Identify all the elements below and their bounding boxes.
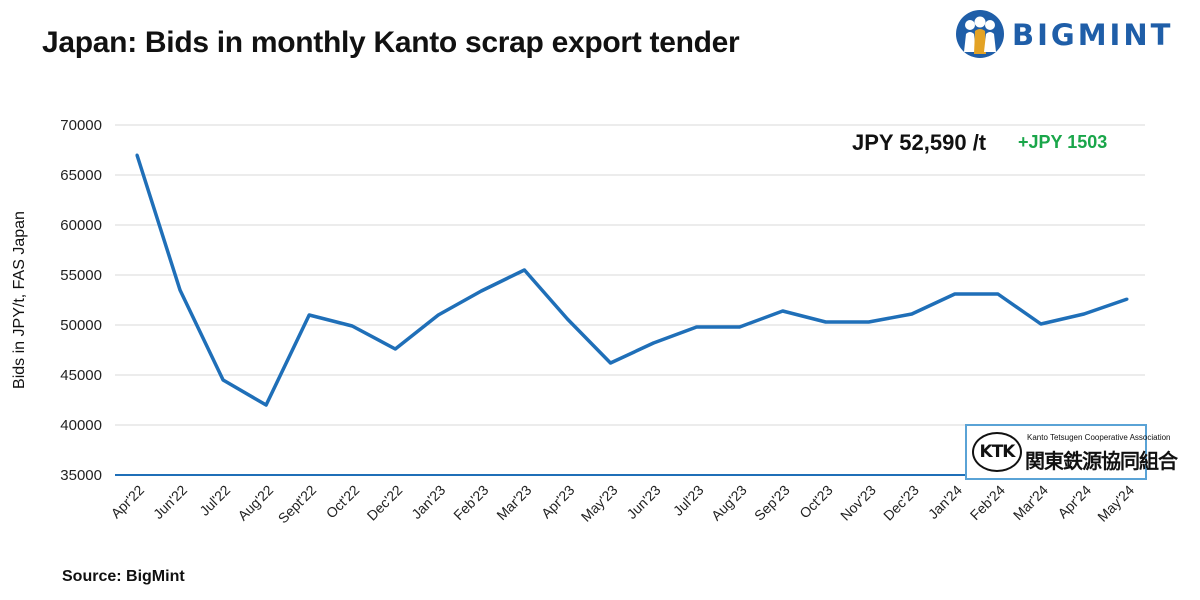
data-point [565,317,569,321]
x-tick-label: Mar'23 [493,482,534,523]
data-point [695,325,699,329]
x-tick-label: Jul'23 [670,482,707,519]
x-tick-label: Feb'24 [967,482,1008,523]
price-change: +JPY 1503 [1018,132,1108,152]
x-tick-label: Oct'22 [323,482,363,522]
x-tick-label: Aug'23 [708,482,750,524]
data-point [350,324,354,328]
y-tick-label: 50000 [60,317,102,334]
data-point [608,361,612,365]
data-point [824,320,828,324]
ktk-name-jp: 関東鉄源協同組合 [1025,449,1178,473]
ktk-badge: KTK Kanto Tetsugen Cooperative Associati… [965,424,1178,480]
y-tick-label: 65000 [60,167,102,184]
x-tick-label: Jun'23 [623,482,663,522]
data-point [393,347,397,351]
data-point [307,313,311,317]
data-point [522,268,526,272]
latest-price: JPY 52,590 /t [852,130,987,155]
y-tick-label: 45000 [60,367,102,384]
x-tick-label: Jul'22 [196,482,233,519]
ktk-name-en: Kanto Tetsugen Cooperative Association [1027,433,1171,442]
data-point [996,292,1000,296]
data-point [781,309,785,313]
x-tick-label: Nov'23 [837,482,879,524]
data-point [867,320,871,324]
data-point [910,312,914,316]
data-point [135,153,139,157]
y-tick-label: 60000 [60,217,102,234]
x-tick-label: Feb'23 [450,482,491,523]
data-point [264,403,268,407]
x-tick-label: May'23 [578,482,621,525]
x-tick-label: Dec'23 [880,482,922,524]
x-tick-label: Dec'22 [364,482,406,524]
data-point [738,325,742,329]
data-point [953,292,957,296]
x-tick-label: Sept'22 [275,482,320,527]
data-point [479,289,483,293]
x-tick-label: Apr'23 [538,482,578,522]
data-point [1039,322,1043,326]
x-tick-label: Oct'23 [796,482,836,522]
x-tick-label: Jan'24 [925,482,965,522]
x-tick-label: Mar'24 [1010,482,1051,523]
x-tick-label: Jan'23 [408,482,448,522]
x-tick-label: Apr'24 [1054,482,1094,522]
x-tick-label: Aug'22 [234,482,276,524]
brand-name: BIGMINT [1012,18,1174,52]
x-tick-label: May'24 [1094,482,1137,525]
x-tick-label: Jun'22 [150,482,190,522]
y-tick-label: 55000 [60,267,102,284]
data-point [1125,297,1129,301]
x-tick-label: Sep'23 [751,482,793,524]
y-tick-label: 35000 [60,467,102,484]
series-line [135,154,1128,407]
data-point [436,313,440,317]
data-point [178,288,182,292]
chart-title: Japan: Bids in monthly Kanto scrap expor… [42,26,740,59]
y-tick-label: 70000 [60,117,102,134]
x-tick-label: Apr'22 [108,482,148,522]
source-note: Source: BigMint [62,568,185,585]
ktk-abbr: KTK [972,432,1022,472]
bigmint-logo: BIGMINT [950,6,1190,58]
data-point [652,341,656,345]
data-point [1082,312,1086,316]
data-point [221,378,225,382]
y-tick-label: 40000 [60,417,102,434]
people-logo-icon [956,10,1004,58]
